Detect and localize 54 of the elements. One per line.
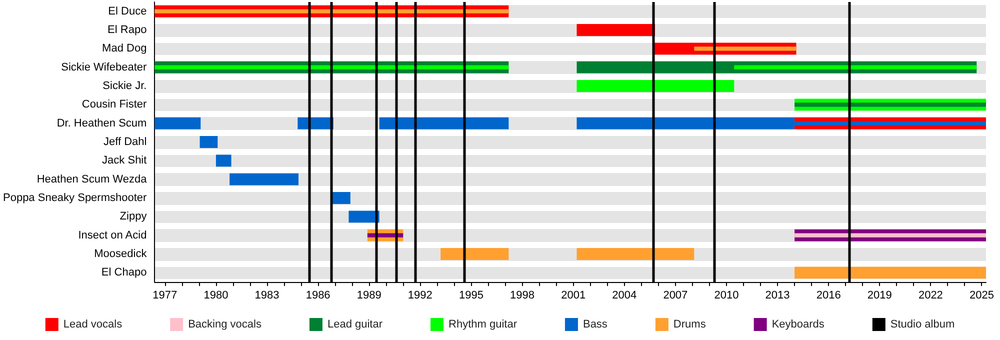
x-tick-label: 1977 [152, 290, 178, 302]
bar [794, 233, 986, 238]
legend-label: Keyboards [772, 318, 825, 330]
legend-label: Backing vocals [188, 318, 262, 330]
x-tick-label: 1989 [356, 290, 382, 302]
x-tick-label: 2016 [816, 290, 841, 302]
bar [576, 80, 734, 92]
x-tick-label: 2007 [663, 290, 688, 302]
x-tick-label: 1983 [254, 290, 280, 302]
y-tick-label: Mad Dog [102, 42, 147, 55]
y-tick-label: Moosedick [94, 248, 148, 260]
y-tick-label: Dr. Heathen Scum [56, 117, 147, 130]
x-tick-label: 2001 [561, 290, 586, 302]
legend-label: Lead vocals [63, 318, 123, 330]
x-tick-label: 2004 [612, 290, 637, 302]
legend-label: Bass [582, 318, 608, 330]
y-tick-label: Sickie Wifebeater [61, 61, 148, 74]
y-tick-label: Sickie Jr. [102, 80, 147, 92]
y-tick-label: Jeff Dahl [103, 136, 147, 148]
bar [216, 154, 232, 167]
y-tick-label: Cousin Fister [82, 98, 148, 111]
x-tick-label: 1986 [306, 290, 330, 302]
bar [576, 24, 656, 36]
x-tick-label: 2010 [714, 290, 739, 302]
bar [379, 117, 509, 130]
x-tick-label: 1995 [458, 290, 484, 302]
y-tick-label: Insect on Acid [78, 229, 147, 242]
x-tick-label: 2022 [918, 290, 943, 302]
x-tick-label: 2019 [867, 290, 892, 302]
x-tick-label: 2013 [765, 290, 790, 302]
legend-label: Rhythm guitar [448, 318, 518, 330]
y-tick-label: Zippy [120, 210, 148, 223]
y-tick-label: El Chapo [101, 266, 147, 279]
y-tick-label: Heathen Scum Wezda [36, 173, 148, 186]
bar [576, 248, 694, 260]
y-tick-label: El Duce [108, 5, 147, 18]
bar [230, 173, 298, 186]
legend-label: Studio album [890, 318, 955, 330]
bar [734, 65, 977, 70]
bar [200, 136, 218, 148]
x-tick-label: 2025 [970, 290, 994, 302]
bar [332, 192, 350, 204]
bar [440, 248, 509, 260]
legend-label: Drums [673, 318, 706, 330]
bar [348, 210, 380, 223]
x-tick-label: 1992 [408, 290, 432, 302]
bar [794, 266, 986, 279]
bar [154, 117, 201, 130]
legend-label: Lead guitar [327, 318, 383, 330]
x-tick-label: 1980 [204, 290, 228, 302]
y-tick-label: El Rapo [108, 24, 147, 36]
x-tick-label: 1998 [510, 290, 535, 302]
y-tick-label: Jack Shit [102, 154, 147, 167]
y-tick-label: Poppa Sneaky Spermshooter [2, 192, 148, 204]
